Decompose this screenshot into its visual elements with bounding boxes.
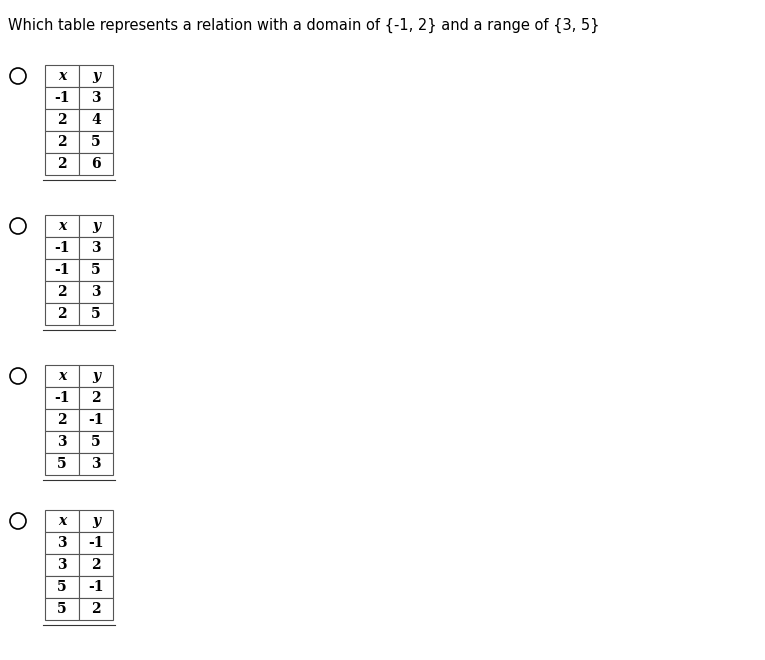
Text: 3: 3 [91, 241, 101, 255]
Text: 2: 2 [91, 391, 101, 405]
Text: y: y [92, 514, 100, 528]
Bar [79, 109, 113, 131]
Text: -1: -1 [88, 536, 104, 550]
Bar [45, 303, 79, 325]
Bar [79, 215, 113, 237]
Text: 2: 2 [57, 285, 67, 299]
Text: -1: -1 [54, 391, 70, 405]
Text: x: x [58, 69, 66, 83]
Text: 2: 2 [57, 157, 67, 171]
Bar [45, 431, 79, 453]
Bar [45, 387, 79, 409]
Text: x: x [58, 219, 66, 233]
Text: 3: 3 [57, 536, 67, 550]
Text: x: x [58, 514, 66, 528]
Bar [79, 281, 113, 303]
Text: y: y [92, 219, 100, 233]
Bar [79, 65, 113, 87]
Text: Which table represents a relation with a domain of {-1, 2} and a range of {3, 5}: Which table represents a relation with a… [8, 18, 600, 33]
Bar [45, 65, 79, 87]
Text: 2: 2 [57, 413, 67, 427]
Bar [79, 303, 113, 325]
Bar [79, 237, 113, 259]
Bar [45, 215, 79, 237]
Text: y: y [92, 369, 100, 383]
Text: 5: 5 [57, 457, 67, 471]
Bar [45, 281, 79, 303]
Bar [79, 409, 113, 431]
Text: -1: -1 [54, 263, 70, 277]
Text: x: x [58, 369, 66, 383]
Text: 2: 2 [91, 558, 101, 572]
Bar [79, 87, 113, 109]
Bar [79, 387, 113, 409]
Text: -1: -1 [88, 413, 104, 427]
Bar [45, 409, 79, 431]
Text: 5: 5 [57, 580, 67, 594]
Bar [79, 453, 113, 475]
Text: 3: 3 [91, 91, 101, 105]
Text: 5: 5 [91, 435, 101, 449]
Text: 2: 2 [57, 113, 67, 127]
Text: 3: 3 [91, 457, 101, 471]
Text: 4: 4 [91, 113, 101, 127]
Bar [45, 87, 79, 109]
Text: 5: 5 [91, 307, 101, 321]
Bar [45, 510, 79, 532]
Bar [79, 431, 113, 453]
Bar [79, 259, 113, 281]
Text: 3: 3 [57, 435, 67, 449]
Text: 3: 3 [57, 558, 67, 572]
Bar [79, 532, 113, 554]
Bar [45, 598, 79, 620]
Text: 5: 5 [91, 263, 101, 277]
Bar [45, 576, 79, 598]
Bar [45, 259, 79, 281]
Text: 2: 2 [57, 307, 67, 321]
Bar [79, 365, 113, 387]
Bar [79, 598, 113, 620]
Text: 5: 5 [57, 602, 67, 616]
Text: -1: -1 [54, 241, 70, 255]
Text: -1: -1 [54, 91, 70, 105]
Text: 6: 6 [91, 157, 101, 171]
Text: 2: 2 [91, 602, 101, 616]
Bar [45, 131, 79, 153]
Bar [79, 131, 113, 153]
Text: y: y [92, 69, 100, 83]
Bar [45, 109, 79, 131]
Bar [79, 554, 113, 576]
Bar [45, 554, 79, 576]
Bar [45, 365, 79, 387]
Text: 5: 5 [91, 135, 101, 149]
Bar [79, 510, 113, 532]
Bar [79, 153, 113, 175]
Bar [79, 576, 113, 598]
Bar [45, 453, 79, 475]
Text: 2: 2 [57, 135, 67, 149]
Text: 3: 3 [91, 285, 101, 299]
Bar [45, 153, 79, 175]
Bar [45, 237, 79, 259]
Text: -1: -1 [88, 580, 104, 594]
Bar [45, 532, 79, 554]
